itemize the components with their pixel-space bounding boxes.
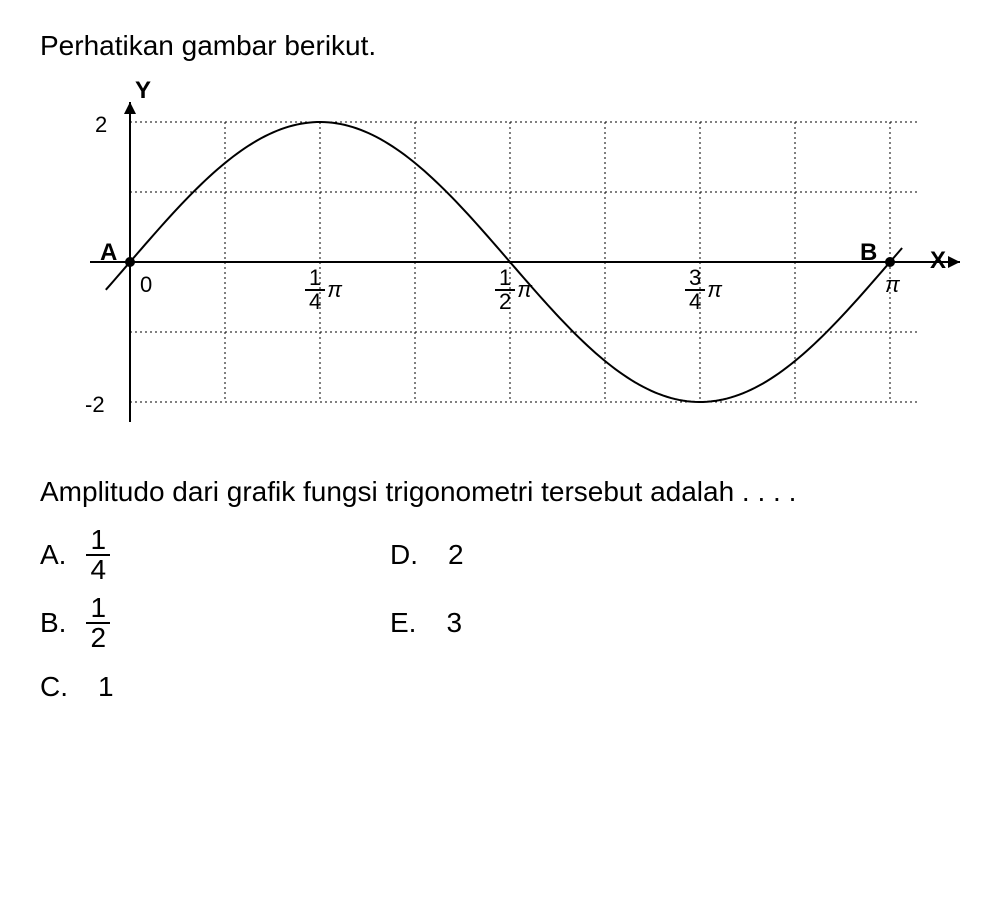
options-container: A. 1 4 D. 2 B. 1 2 E. 3 C. 1 — [40, 526, 740, 722]
xtick-q3: 34π — [685, 267, 722, 313]
option-c-value: 1 — [98, 671, 114, 703]
xtick-q2: 12π — [495, 267, 532, 313]
point-b-label: B — [860, 239, 877, 267]
option-a-letter: A. — [40, 539, 66, 571]
option-b-value: 1 2 — [86, 594, 110, 652]
x-axis-label: X — [930, 247, 946, 275]
ytick-2: 2 — [95, 112, 107, 138]
xtick-q1: 14π — [305, 267, 342, 313]
trig-chart: Y X 2 -2 0 14π 12π 34π π A B — [60, 72, 960, 452]
option-a: A. 1 4 — [40, 526, 390, 584]
option-b: B. 1 2 — [40, 594, 390, 652]
option-b-letter: B. — [40, 607, 66, 639]
question-text: Perhatikan gambar berikut. — [40, 30, 950, 62]
option-c: C. 1 — [40, 662, 390, 712]
option-a-value: 1 4 — [86, 526, 110, 584]
chart-svg — [60, 72, 960, 452]
y-axis-label: Y — [135, 77, 151, 105]
option-d-letter: D. — [390, 539, 418, 571]
option-c-letter: C. — [40, 671, 68, 703]
point-a-label: A — [100, 239, 117, 267]
option-e: E. 3 — [390, 594, 740, 652]
option-e-value: 3 — [446, 607, 462, 639]
option-d: D. 2 — [390, 526, 740, 584]
option-d-value: 2 — [448, 539, 464, 571]
ytick-neg2: -2 — [85, 392, 105, 418]
xtick-0: 0 — [140, 272, 152, 298]
option-e-letter: E. — [390, 607, 416, 639]
xtick-pi: π — [885, 272, 900, 298]
answer-prompt: Amplitudo dari grafik fungsi trigonometr… — [40, 472, 950, 511]
